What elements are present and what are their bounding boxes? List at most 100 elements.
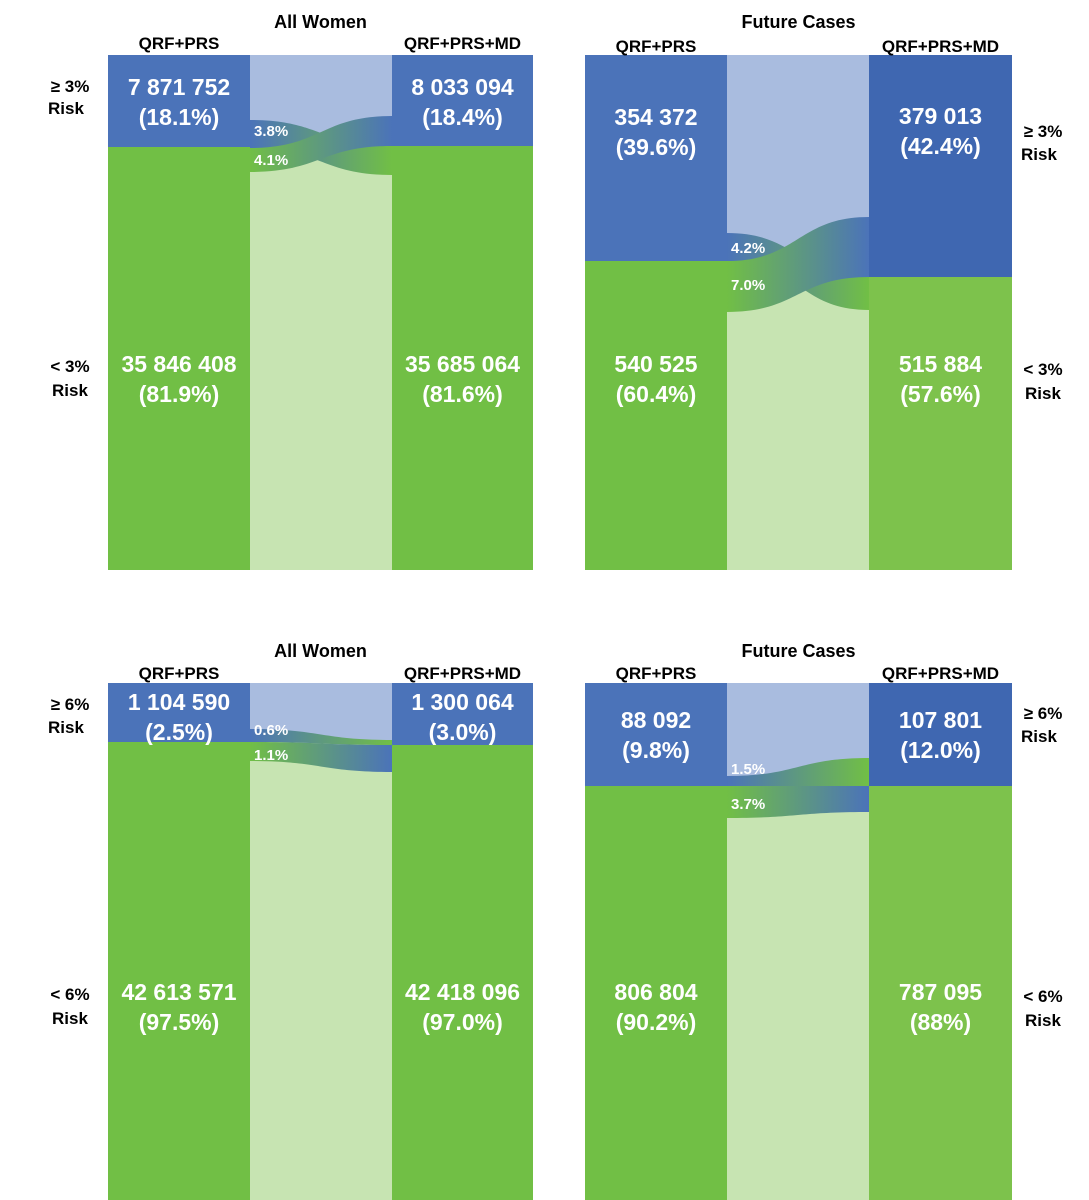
bar-right-low — [869, 277, 1012, 570]
flow-low-to-high-label: 4.1% — [254, 152, 288, 169]
right-high-count: 107 801 — [899, 707, 982, 733]
flow-high-to-low-label: 1.5% — [731, 761, 765, 778]
left-low-count: 42 613 571 — [121, 979, 236, 1005]
left-high-count: 1 104 590 — [128, 689, 230, 715]
right-column-header: QRF+PRS+MD — [882, 37, 999, 56]
low-risk-word: Risk — [1025, 384, 1061, 403]
left-low-count: 540 525 — [614, 351, 697, 377]
flow-low-to-high-label: 1.1% — [254, 747, 288, 764]
right-high-count: 8 033 094 — [411, 74, 514, 100]
bar-left-high — [108, 683, 250, 742]
right-low-count: 787 095 — [899, 979, 982, 1005]
high-risk-threshold: ≥ 6% — [1024, 704, 1063, 723]
low-risk-word: Risk — [1025, 1011, 1061, 1030]
panel-3: All Women QRF+PRS QRF+PRS+MD 1 104 590 (2.5%… — [48, 641, 533, 1200]
right-low-count: 515 884 — [899, 351, 982, 377]
right-low-percent: (57.6%) — [900, 381, 981, 407]
bar-left-low — [108, 147, 250, 570]
panel-2: Future Cases QRF+PRS QRF+PRS+MD 354 372 (39.… — [585, 12, 1063, 570]
high-risk-threshold: ≥ 6% — [51, 695, 90, 714]
left-low-percent: (97.5%) — [139, 1009, 220, 1035]
bar-right-high — [392, 683, 533, 745]
left-high-count: 7 871 752 — [128, 74, 230, 100]
panel-title: All Women — [274, 641, 367, 661]
low-risk-word: Risk — [52, 381, 88, 400]
right-high-percent: (12.0%) — [900, 737, 981, 763]
panel-1: All Women QRF+PRS QRF+PRS+MD 7 871 752 (18.1… — [48, 12, 533, 570]
left-column-header: QRF+PRS — [616, 664, 697, 683]
flow-high-to-low-label: 3.8% — [254, 123, 288, 140]
bar-left-low — [585, 786, 727, 1200]
flow-low-to-high — [250, 742, 392, 772]
bar-left-high — [585, 683, 727, 786]
low-risk-threshold: < 6% — [1023, 987, 1062, 1006]
right-low-percent: (97.0%) — [422, 1009, 503, 1035]
low-risk-word: Risk — [52, 1009, 88, 1028]
right-low-percent: (81.6%) — [422, 381, 503, 407]
low-risk-threshold: < 3% — [1023, 360, 1062, 379]
bar-right-high — [869, 55, 1012, 277]
flow-high-to-low — [250, 729, 392, 745]
high-risk-word: Risk — [1021, 727, 1057, 746]
left-low-count: 35 846 408 — [121, 351, 236, 377]
bar-left-high — [108, 55, 250, 147]
left-high-count: 354 372 — [614, 104, 697, 130]
mid-band-low — [727, 786, 869, 1200]
high-risk-word: Risk — [48, 99, 84, 118]
left-column-header: QRF+PRS — [139, 664, 220, 683]
right-low-count: 35 685 064 — [405, 351, 520, 377]
bar-right-low — [392, 146, 533, 570]
left-high-count: 88 092 — [621, 707, 691, 733]
right-column-header: QRF+PRS+MD — [404, 34, 521, 53]
panel-title: All Women — [274, 12, 367, 32]
right-high-count: 379 013 — [899, 103, 982, 129]
flow-low-to-high — [727, 786, 869, 818]
right-high-percent: (18.4%) — [422, 104, 503, 130]
mid-band-high-edge — [250, 683, 392, 745]
bar-right-high — [869, 683, 1012, 786]
low-risk-threshold: < 3% — [50, 357, 89, 376]
left-high-percent: (39.6%) — [616, 134, 697, 160]
left-column-header: QRF+PRS — [616, 37, 697, 56]
left-low-count: 806 804 — [614, 979, 697, 1005]
left-low-percent: (60.4%) — [616, 381, 697, 407]
right-low-percent: (88%) — [910, 1009, 971, 1035]
left-high-percent: (9.8%) — [622, 737, 690, 763]
flow-low-to-high-label: 7.0% — [731, 277, 765, 294]
panel-4: Future Cases QRF+PRS QRF+PRS+MD 88 092 (9.8%… — [585, 641, 1063, 1200]
right-column-header: QRF+PRS+MD — [404, 664, 521, 683]
bar-left-low — [585, 261, 727, 570]
panel-title: Future Cases — [741, 641, 855, 661]
flow-high-to-low — [727, 758, 869, 786]
low-risk-threshold: < 6% — [50, 985, 89, 1004]
mid-band-low — [250, 146, 392, 570]
high-risk-word: Risk — [48, 718, 84, 737]
left-low-percent: (81.9%) — [139, 381, 220, 407]
mid-band-low — [250, 742, 392, 1200]
right-low-count: 42 418 096 — [405, 979, 520, 1005]
flow-high-to-low-label: 0.6% — [254, 722, 288, 739]
bar-left-high — [585, 55, 727, 261]
right-high-percent: (3.0%) — [429, 719, 497, 745]
flow-low-to-high — [727, 217, 869, 312]
flow-low-to-high-label: 3.7% — [731, 796, 765, 813]
right-high-percent: (42.4%) — [900, 133, 981, 159]
bar-right-high — [392, 55, 533, 146]
left-high-percent: (18.1%) — [139, 104, 220, 130]
bar-right-low — [392, 745, 533, 1200]
right-column-header: QRF+PRS+MD — [882, 664, 999, 683]
flow-low-to-high — [250, 116, 392, 172]
flow-high-to-low-label: 4.2% — [731, 240, 765, 257]
bar-left-low — [108, 742, 250, 1200]
mid-band-high-edge — [727, 55, 869, 277]
bar-right-low — [869, 786, 1012, 1200]
mid-band-low — [727, 261, 869, 570]
left-low-percent: (90.2%) — [616, 1009, 697, 1035]
right-high-count: 1 300 064 — [411, 689, 514, 715]
high-risk-word: Risk — [1021, 145, 1057, 164]
high-risk-threshold: ≥ 3% — [1024, 122, 1063, 141]
left-column-header: QRF+PRS — [139, 34, 220, 53]
high-risk-threshold: ≥ 3% — [51, 77, 90, 96]
panel-title: Future Cases — [741, 12, 855, 32]
